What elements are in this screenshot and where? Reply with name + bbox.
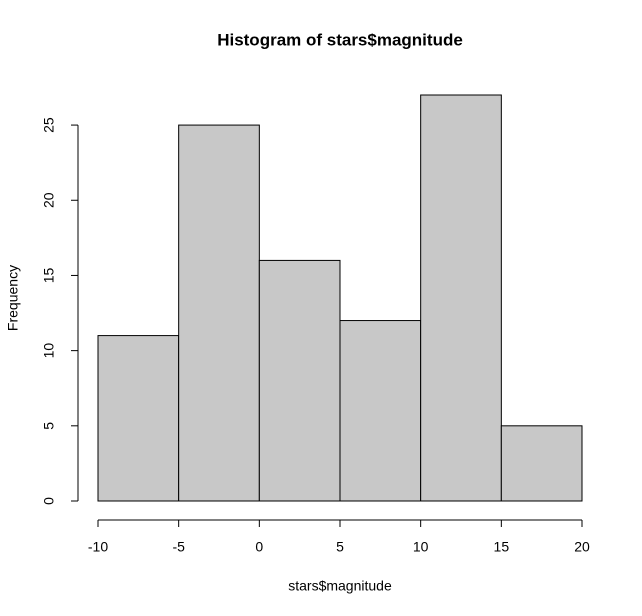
bar [500, 425, 583, 502]
x-tick-label: 20 [574, 539, 590, 555]
x-tick-label: 15 [494, 539, 510, 555]
bar [97, 335, 180, 502]
x-tick-label: 5 [336, 539, 344, 555]
bar [258, 259, 341, 502]
bar [178, 124, 260, 502]
x-tick-label: -5 [172, 539, 185, 555]
y-tick-label: 5 [41, 422, 57, 430]
y-tick-label: 0 [41, 497, 57, 505]
x-tick-label: 0 [255, 539, 263, 555]
x-tick-label: 10 [413, 539, 429, 555]
y-tick-label: 25 [41, 117, 57, 133]
y-tick-label: 20 [41, 192, 57, 208]
chart-title: Histogram of stars$magnitude [217, 30, 463, 49]
bar [420, 94, 502, 502]
bar [339, 320, 422, 502]
x-tick-label: -10 [88, 539, 108, 555]
x-axis-label: stars$magnitude [288, 578, 392, 594]
y-tick-label: 10 [41, 343, 57, 359]
y-tick-label: 15 [41, 267, 57, 283]
y-axis-label: Frequency [5, 265, 21, 331]
